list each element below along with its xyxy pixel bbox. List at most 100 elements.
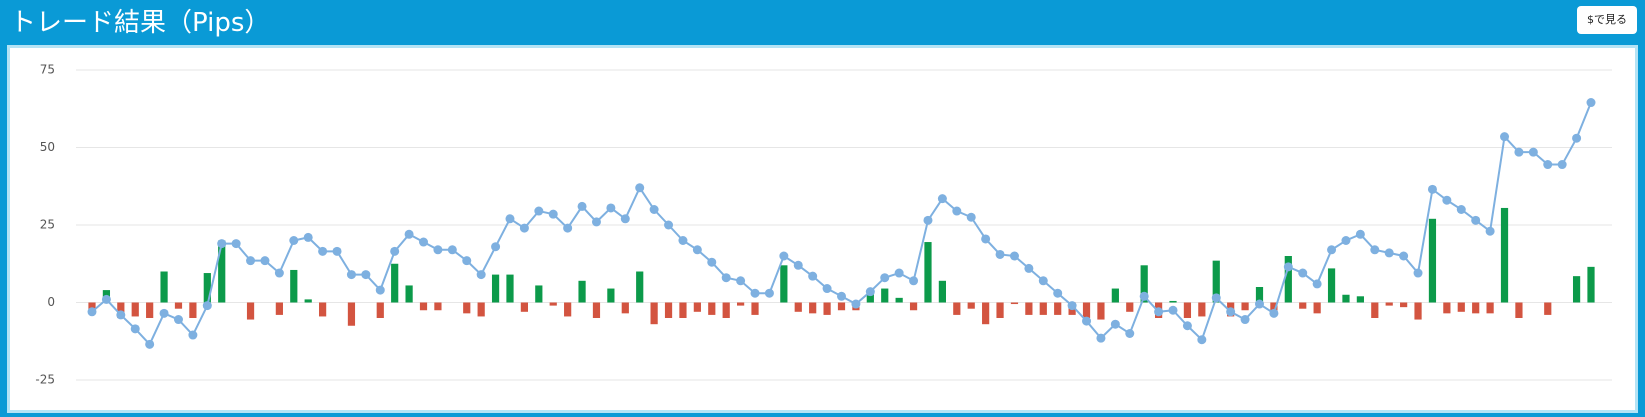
line-point bbox=[909, 276, 919, 286]
bar bbox=[693, 302, 701, 312]
bar bbox=[1327, 268, 1336, 303]
line-point bbox=[1283, 262, 1293, 272]
y-tick-label: 0 bbox=[47, 295, 55, 309]
line-point bbox=[1154, 307, 1164, 317]
bar bbox=[1572, 276, 1581, 303]
line-point bbox=[1096, 333, 1106, 343]
line-point bbox=[1240, 315, 1250, 325]
line-point bbox=[707, 257, 717, 267]
bar bbox=[1111, 288, 1119, 303]
view-in-dollars-button[interactable]: $で見る bbox=[1577, 6, 1637, 34]
line-point bbox=[1500, 132, 1510, 142]
line-point bbox=[1485, 226, 1495, 236]
bar bbox=[924, 242, 932, 303]
bar bbox=[1255, 287, 1264, 303]
bar bbox=[160, 271, 168, 303]
bar bbox=[520, 302, 529, 312]
line-point bbox=[635, 183, 645, 193]
line-point bbox=[1370, 245, 1380, 255]
line-point bbox=[1572, 133, 1582, 143]
bar bbox=[636, 271, 644, 303]
line-point bbox=[130, 324, 140, 334]
bar bbox=[823, 302, 831, 315]
line-point bbox=[1038, 276, 1048, 286]
bar bbox=[1414, 302, 1422, 320]
bar bbox=[1198, 302, 1206, 317]
line-point bbox=[505, 214, 515, 224]
line-point bbox=[1110, 319, 1120, 329]
line-point bbox=[851, 299, 861, 309]
line-point bbox=[1586, 98, 1596, 108]
bar bbox=[1140, 265, 1148, 303]
bar bbox=[1544, 302, 1552, 315]
line-point bbox=[303, 232, 313, 242]
line-point bbox=[491, 242, 501, 252]
line-point bbox=[87, 307, 97, 317]
line-point bbox=[1327, 245, 1337, 255]
line-point bbox=[1413, 268, 1423, 278]
line-point bbox=[419, 237, 429, 247]
bar bbox=[434, 302, 442, 311]
line-point bbox=[1557, 160, 1567, 170]
bar bbox=[578, 280, 586, 303]
line-point bbox=[952, 206, 962, 216]
line-point bbox=[966, 212, 976, 222]
bar bbox=[491, 274, 500, 303]
bar bbox=[506, 274, 514, 303]
line-point bbox=[1528, 147, 1538, 157]
line-point bbox=[1082, 316, 1092, 326]
bar bbox=[218, 240, 226, 303]
line-point bbox=[188, 330, 198, 340]
line-point bbox=[793, 260, 803, 270]
line-point bbox=[736, 276, 746, 286]
line-point bbox=[1471, 215, 1481, 225]
bar bbox=[1356, 296, 1364, 303]
line-point bbox=[1312, 279, 1322, 289]
line-point bbox=[404, 229, 414, 239]
line-point bbox=[1182, 321, 1192, 331]
bar bbox=[174, 302, 183, 309]
bar bbox=[679, 302, 687, 318]
bar bbox=[1457, 302, 1465, 312]
line-point bbox=[1024, 263, 1034, 273]
bar bbox=[1587, 266, 1595, 303]
bar bbox=[895, 297, 903, 303]
line-point bbox=[1341, 236, 1351, 245]
line-point bbox=[1543, 160, 1553, 170]
bar bbox=[1010, 302, 1019, 305]
line-point bbox=[116, 310, 126, 320]
line-point bbox=[433, 245, 443, 255]
bar bbox=[1400, 302, 1408, 308]
line-point bbox=[1384, 248, 1394, 258]
line-point bbox=[678, 236, 688, 245]
line-point bbox=[808, 271, 818, 281]
line-point bbox=[1456, 205, 1466, 214]
line-point bbox=[937, 194, 947, 204]
line-point bbox=[101, 294, 111, 304]
line-point bbox=[995, 249, 1005, 259]
line-point bbox=[1067, 301, 1077, 311]
line-point bbox=[346, 270, 356, 280]
bar bbox=[1025, 302, 1033, 315]
bar bbox=[146, 302, 154, 318]
bar bbox=[621, 302, 629, 314]
line-point bbox=[548, 209, 558, 219]
bar bbox=[88, 302, 96, 312]
bar bbox=[708, 302, 716, 315]
line-point bbox=[664, 220, 674, 230]
bar bbox=[881, 288, 889, 303]
line-point bbox=[159, 308, 169, 318]
bar bbox=[1039, 302, 1047, 315]
bar bbox=[1054, 302, 1062, 315]
bar bbox=[1443, 302, 1451, 314]
line-point bbox=[1355, 229, 1365, 239]
line-point bbox=[822, 284, 832, 294]
line-point bbox=[447, 245, 457, 255]
line-point bbox=[390, 246, 400, 256]
bar bbox=[131, 302, 139, 317]
bar bbox=[1183, 302, 1192, 318]
bar bbox=[953, 302, 961, 315]
bar bbox=[909, 302, 918, 311]
line-point bbox=[923, 215, 933, 225]
line-point bbox=[563, 223, 573, 233]
